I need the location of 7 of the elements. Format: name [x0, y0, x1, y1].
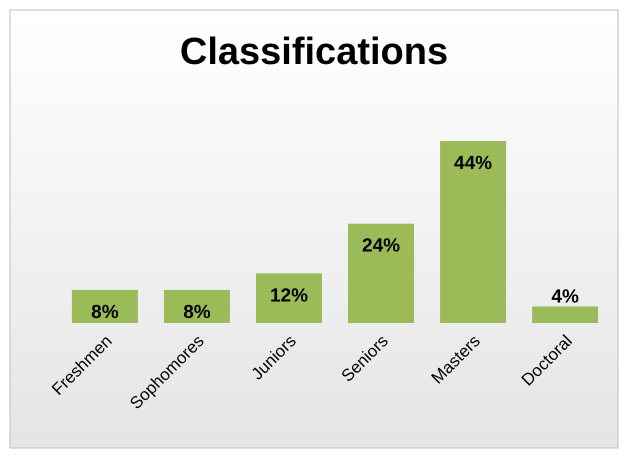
data-label: 24%: [362, 236, 400, 257]
data-label: 8%: [91, 302, 119, 323]
data-label: 4%: [551, 286, 579, 308]
data-label: 8%: [183, 302, 211, 323]
data-label: 44%: [454, 153, 492, 174]
data-label: 12%: [270, 285, 308, 306]
chart-title: Classifications: [180, 31, 448, 73]
